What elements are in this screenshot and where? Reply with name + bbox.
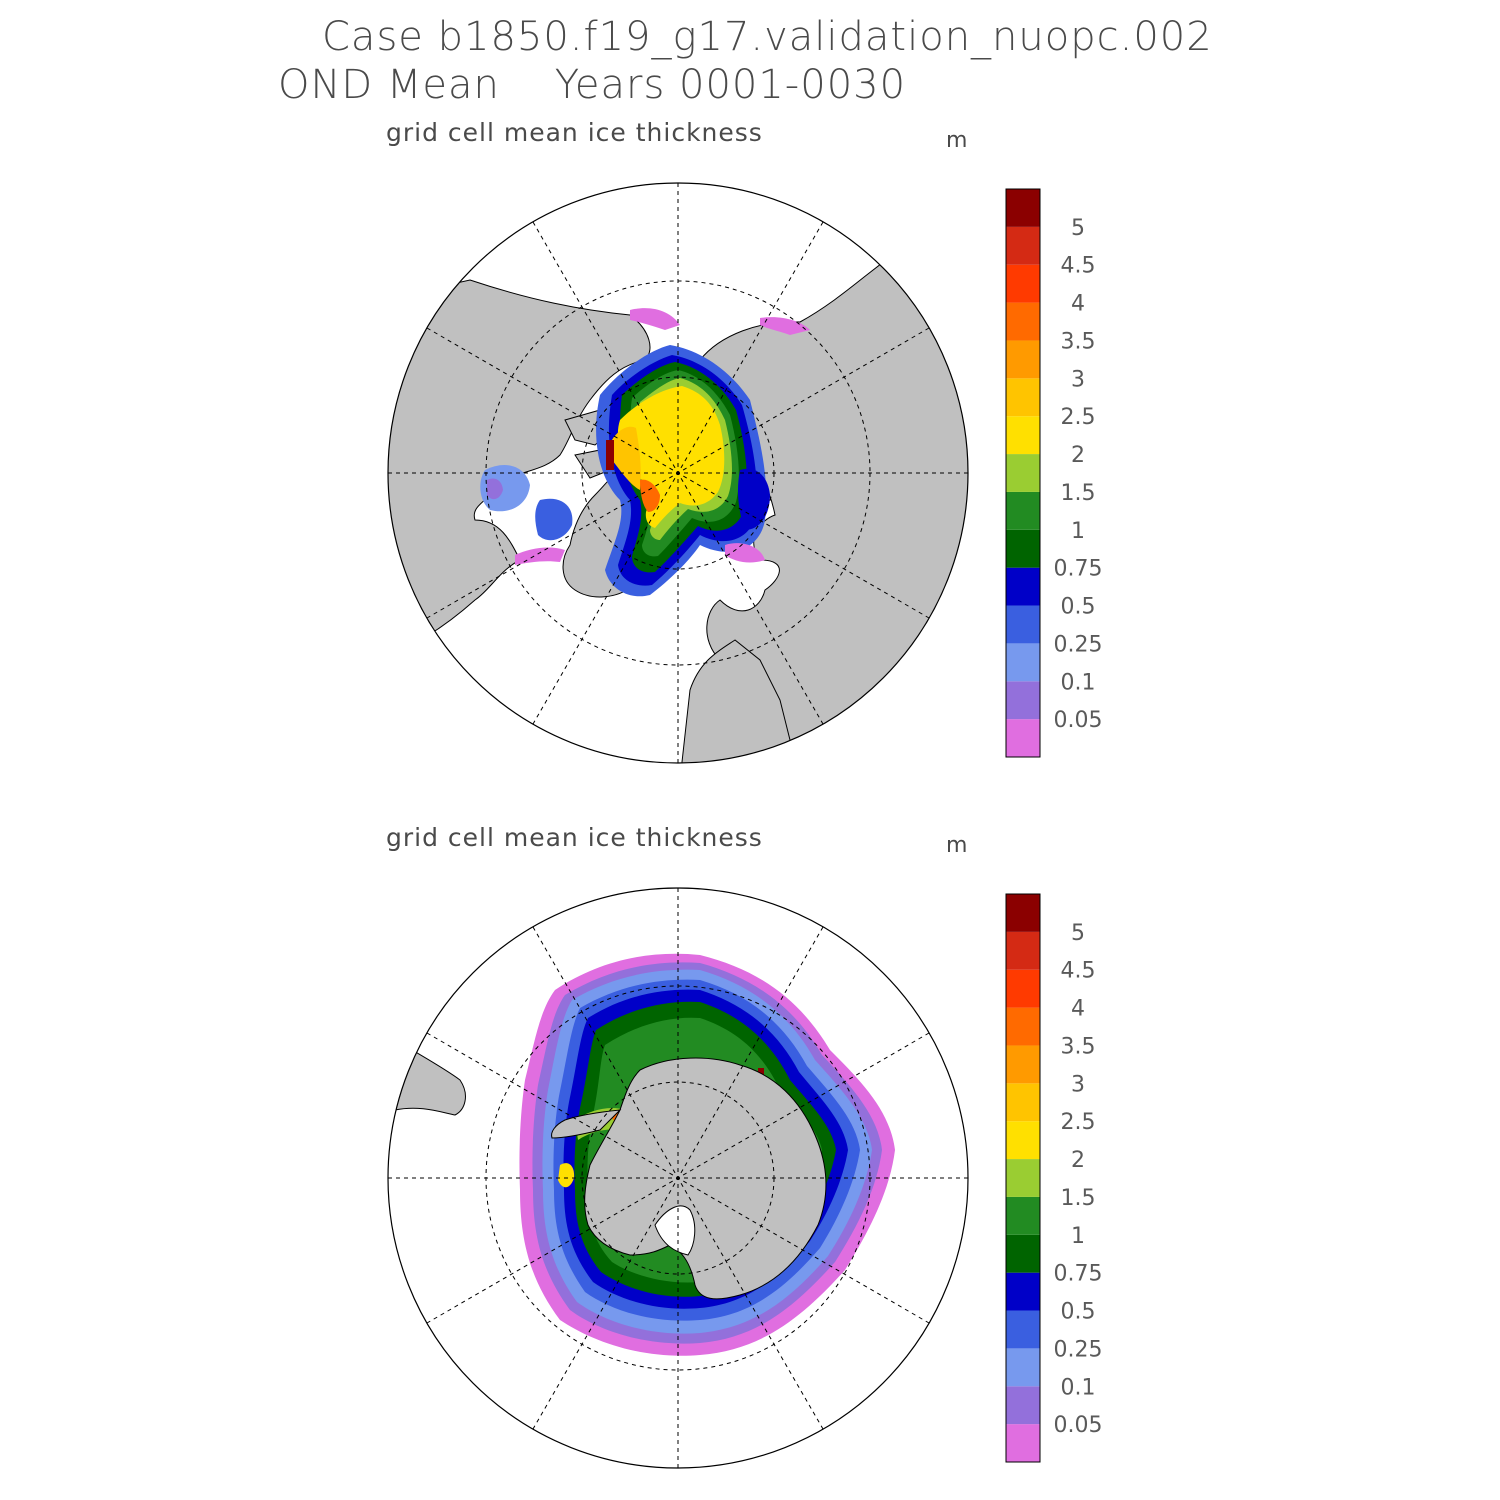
south-colorbar-tick-label: 0.5 xyxy=(1061,1300,1096,1325)
south-colorbar-tick-label: 0.1 xyxy=(1061,1375,1096,1400)
south-colorbar-tick-label: 0.75 xyxy=(1054,1262,1103,1287)
south-colorbar-tick-label: 3 xyxy=(1071,1072,1085,1097)
south-colorbar-swatch-3 xyxy=(1006,1310,1040,1349)
north-ice-500 xyxy=(606,440,614,470)
south-colorbar-swatch-0 xyxy=(1006,1424,1040,1462)
hudson-bay-ice xyxy=(480,465,530,512)
north-polar-map xyxy=(387,182,969,764)
north-colorbar-swatch-11 xyxy=(1006,302,1040,341)
antarctic-peninsula-land xyxy=(551,1109,622,1139)
north-panel-title: grid cell mean ice thickness xyxy=(386,118,763,147)
ross-sea-shelf xyxy=(654,1205,696,1256)
europe-land xyxy=(679,639,801,763)
north-colorbar-swatch-12 xyxy=(1006,264,1040,303)
north-colorbar-swatch-5 xyxy=(1006,529,1040,568)
south-colorbar-tick-label: 2.5 xyxy=(1061,1110,1096,1135)
north-colorbar-tick-label: 0.5 xyxy=(1061,595,1096,620)
north-colorbar-tick-label: 4 xyxy=(1071,292,1085,317)
case-title: Case b1850.f19_g17.validation_nuopc.002 xyxy=(322,14,1213,60)
north-colorbar-swatch-6 xyxy=(1006,491,1040,530)
north-colorbar-tick-label: 4.5 xyxy=(1061,254,1096,279)
north-colorbar-swatch-4 xyxy=(1006,567,1040,606)
north-colorbar-swatch-7 xyxy=(1006,454,1040,492)
south-colorbar-swatch-14 xyxy=(1006,894,1040,932)
baffin-ice xyxy=(535,498,573,541)
south-colorbar-swatch-9 xyxy=(1006,1083,1040,1122)
south-colorbar-swatch-4 xyxy=(1006,1272,1040,1311)
south-colorbar: 0.05 0.1 0.25 0.5 0.75 1 1.5 2 2.5 3 3.5 4 4.5 5 xyxy=(1005,893,1103,1463)
north-ice-400 xyxy=(640,479,660,512)
south-colorbar-tick-label: 1 xyxy=(1071,1224,1085,1249)
south-colorbar-frame xyxy=(1005,893,1041,1463)
south-colorbar-tick-label: 4.5 xyxy=(1061,959,1096,984)
north-colorbar-swatch-14 xyxy=(1006,189,1040,227)
north-colorbar: 0.05 0.1 0.25 0.5 0.75 1 1.5 2 2.5 3 3.5 4 4.5 5 xyxy=(1005,188,1103,758)
north-colorbar-swatch-3 xyxy=(1006,605,1040,644)
antarctica-land xyxy=(584,1057,827,1300)
south-colorbar-swatch-5 xyxy=(1006,1234,1040,1273)
south-colorbar-tick-label: 5 xyxy=(1071,921,1085,946)
north-colorbar-swatch-1 xyxy=(1006,681,1040,720)
north-colorbar-swatch-13 xyxy=(1006,226,1040,265)
north-colorbar-swatch-0 xyxy=(1006,719,1040,757)
north-colorbar-swatch-9 xyxy=(1006,378,1040,417)
south-colorbar-swatch-10 xyxy=(1006,1045,1040,1084)
south-colorbar-swatch-13 xyxy=(1006,931,1040,970)
north-colorbar-tick-label: 1 xyxy=(1071,519,1085,544)
labrador-ice xyxy=(515,547,565,565)
north-colorbar-swatch-10 xyxy=(1006,340,1040,379)
north-colorbar-tick-label: 3 xyxy=(1071,367,1085,392)
north-colorbar-tick-label: 0.25 xyxy=(1054,632,1103,657)
south-colorbar-tick-label: 0.25 xyxy=(1054,1337,1103,1362)
period-title: OND Mean Years 0001-0030 xyxy=(278,62,907,108)
south-polar-map xyxy=(387,887,969,1469)
north-colorbar-tick-label: 5 xyxy=(1071,216,1085,241)
barents-ice xyxy=(737,468,770,530)
south-colorbar-swatch-1 xyxy=(1006,1386,1040,1425)
north-colorbar-tick-label: 2 xyxy=(1071,443,1085,468)
north-ice-250 xyxy=(617,386,725,528)
north-units-label: m xyxy=(946,128,968,153)
hudson-bay-thin-ice xyxy=(487,478,503,500)
south-colorbar-tick-label: 3.5 xyxy=(1061,1034,1096,1059)
north-colorbar-tick-label: 1.5 xyxy=(1061,481,1096,506)
north-ice-thin xyxy=(630,308,810,335)
south-colorbar-tick-label: 1.5 xyxy=(1061,1186,1096,1211)
north-ice-300 xyxy=(612,426,641,490)
north-colorbar-frame xyxy=(1005,188,1041,758)
south-colorbar-swatch-7 xyxy=(1006,1159,1040,1197)
north-colorbar-tick-label: 0.75 xyxy=(1054,557,1103,582)
south-units-label: m xyxy=(946,833,968,858)
south-colorbar-tick-label: 2 xyxy=(1071,1148,1085,1173)
south-colorbar-tick-label: 0.05 xyxy=(1054,1413,1103,1438)
south-colorbar-swatch-12 xyxy=(1006,969,1040,1008)
south-colorbar-tick-label: 4 xyxy=(1071,997,1085,1022)
north-colorbar-swatch-8 xyxy=(1006,416,1040,455)
south-colorbar-swatch-11 xyxy=(1006,1007,1040,1046)
kara-ice xyxy=(725,543,765,563)
north-colorbar-tick-label: 3.5 xyxy=(1061,329,1096,354)
south-ice-250 xyxy=(558,1163,575,1188)
south-colorbar-swatch-6 xyxy=(1006,1196,1040,1235)
north-colorbar-tick-label: 0.1 xyxy=(1061,670,1096,695)
south-colorbar-swatch-2 xyxy=(1006,1348,1040,1387)
south-colorbar-swatch-8 xyxy=(1006,1121,1040,1160)
south-panel-title: grid cell mean ice thickness xyxy=(386,823,763,852)
north-colorbar-tick-label: 2.5 xyxy=(1061,405,1096,430)
north-colorbar-swatch-2 xyxy=(1006,643,1040,682)
north-colorbar-tick-label: 0.05 xyxy=(1054,708,1103,733)
